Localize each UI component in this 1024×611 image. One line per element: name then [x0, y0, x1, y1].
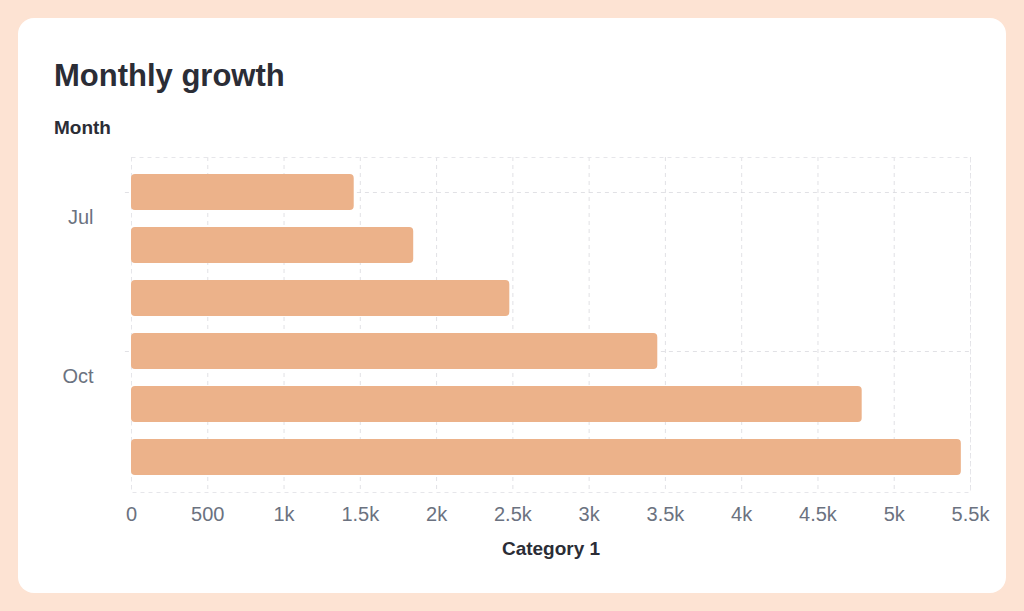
svg-text:5k: 5k [884, 503, 906, 525]
svg-text:2.5k: 2.5k [494, 503, 533, 525]
svg-text:3k: 3k [579, 503, 601, 525]
svg-text:Jul: Jul [68, 206, 94, 228]
svg-text:2k: 2k [426, 503, 448, 525]
svg-text:3.5k: 3.5k [647, 503, 686, 525]
svg-text:5.5k: 5.5k [952, 503, 991, 525]
svg-text:4k: 4k [731, 503, 753, 525]
html-text:Monthly growth: Monthly growth [54, 58, 285, 93]
svg-text:Oct: Oct [62, 365, 94, 387]
html-text:Month: Month [54, 117, 111, 138]
svg-text:4.5k: 4.5k [799, 503, 838, 525]
svg-text:1.5k: 1.5k [341, 503, 380, 525]
svg-text:0: 0 [126, 503, 137, 525]
svg-text:500: 500 [191, 503, 224, 525]
svg-text:Category 1: Category 1 [502, 538, 601, 559]
svg-text:1k: 1k [273, 503, 295, 525]
